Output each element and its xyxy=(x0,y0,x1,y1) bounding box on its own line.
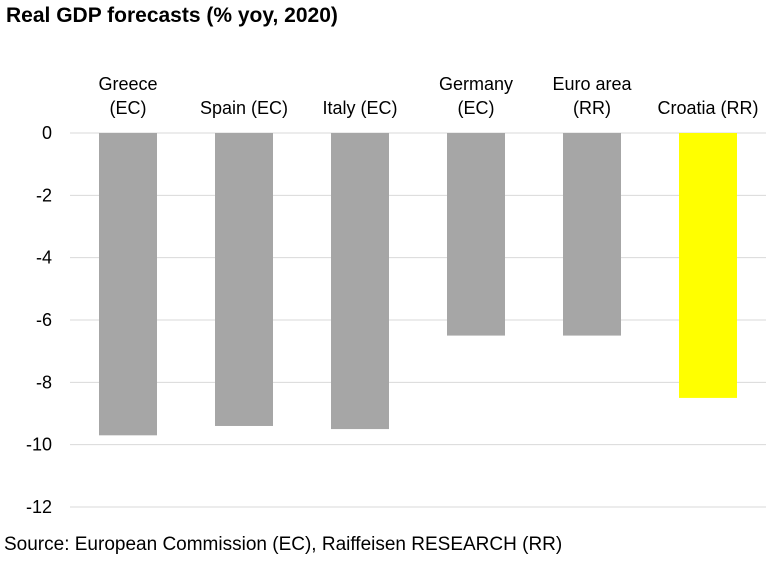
y-tick-label: -4 xyxy=(36,248,52,268)
source-note: Source: European Commission (EC), Raiffe… xyxy=(4,534,563,555)
chart-title: Real GDP forecasts (% yoy, 2020) xyxy=(6,4,338,27)
bar xyxy=(447,133,505,336)
bar xyxy=(331,133,389,430)
bar xyxy=(563,133,621,336)
category-label: Italy (EC) xyxy=(322,98,397,118)
y-tick-label: -12 xyxy=(26,497,52,517)
category-label: Croatia (RR) xyxy=(657,98,758,118)
category-label: Spain (EC) xyxy=(200,98,288,118)
gridlines xyxy=(70,132,766,508)
bars xyxy=(99,133,737,436)
y-tick-label: -8 xyxy=(36,372,52,392)
category-label: Greece xyxy=(98,74,157,94)
y-axis-ticks: 0 -2 -4 -6 -8 -10 -12 xyxy=(26,123,52,517)
category-label: (RR) xyxy=(573,98,611,118)
bar xyxy=(679,133,737,398)
category-labels: Greece (EC) Spain (EC) Italy (EC) Germany (EC… xyxy=(98,74,758,118)
bar xyxy=(215,133,273,426)
y-tick-label: -10 xyxy=(26,435,52,455)
y-tick-label: -2 xyxy=(36,185,52,205)
category-label: Euro area xyxy=(552,74,632,94)
bar xyxy=(99,133,157,436)
y-tick-label: 0 xyxy=(42,123,52,143)
category-label: (EC) xyxy=(110,98,147,118)
category-label: (EC) xyxy=(458,98,495,118)
category-label: Germany xyxy=(439,74,513,94)
y-tick-label: -6 xyxy=(36,310,52,330)
